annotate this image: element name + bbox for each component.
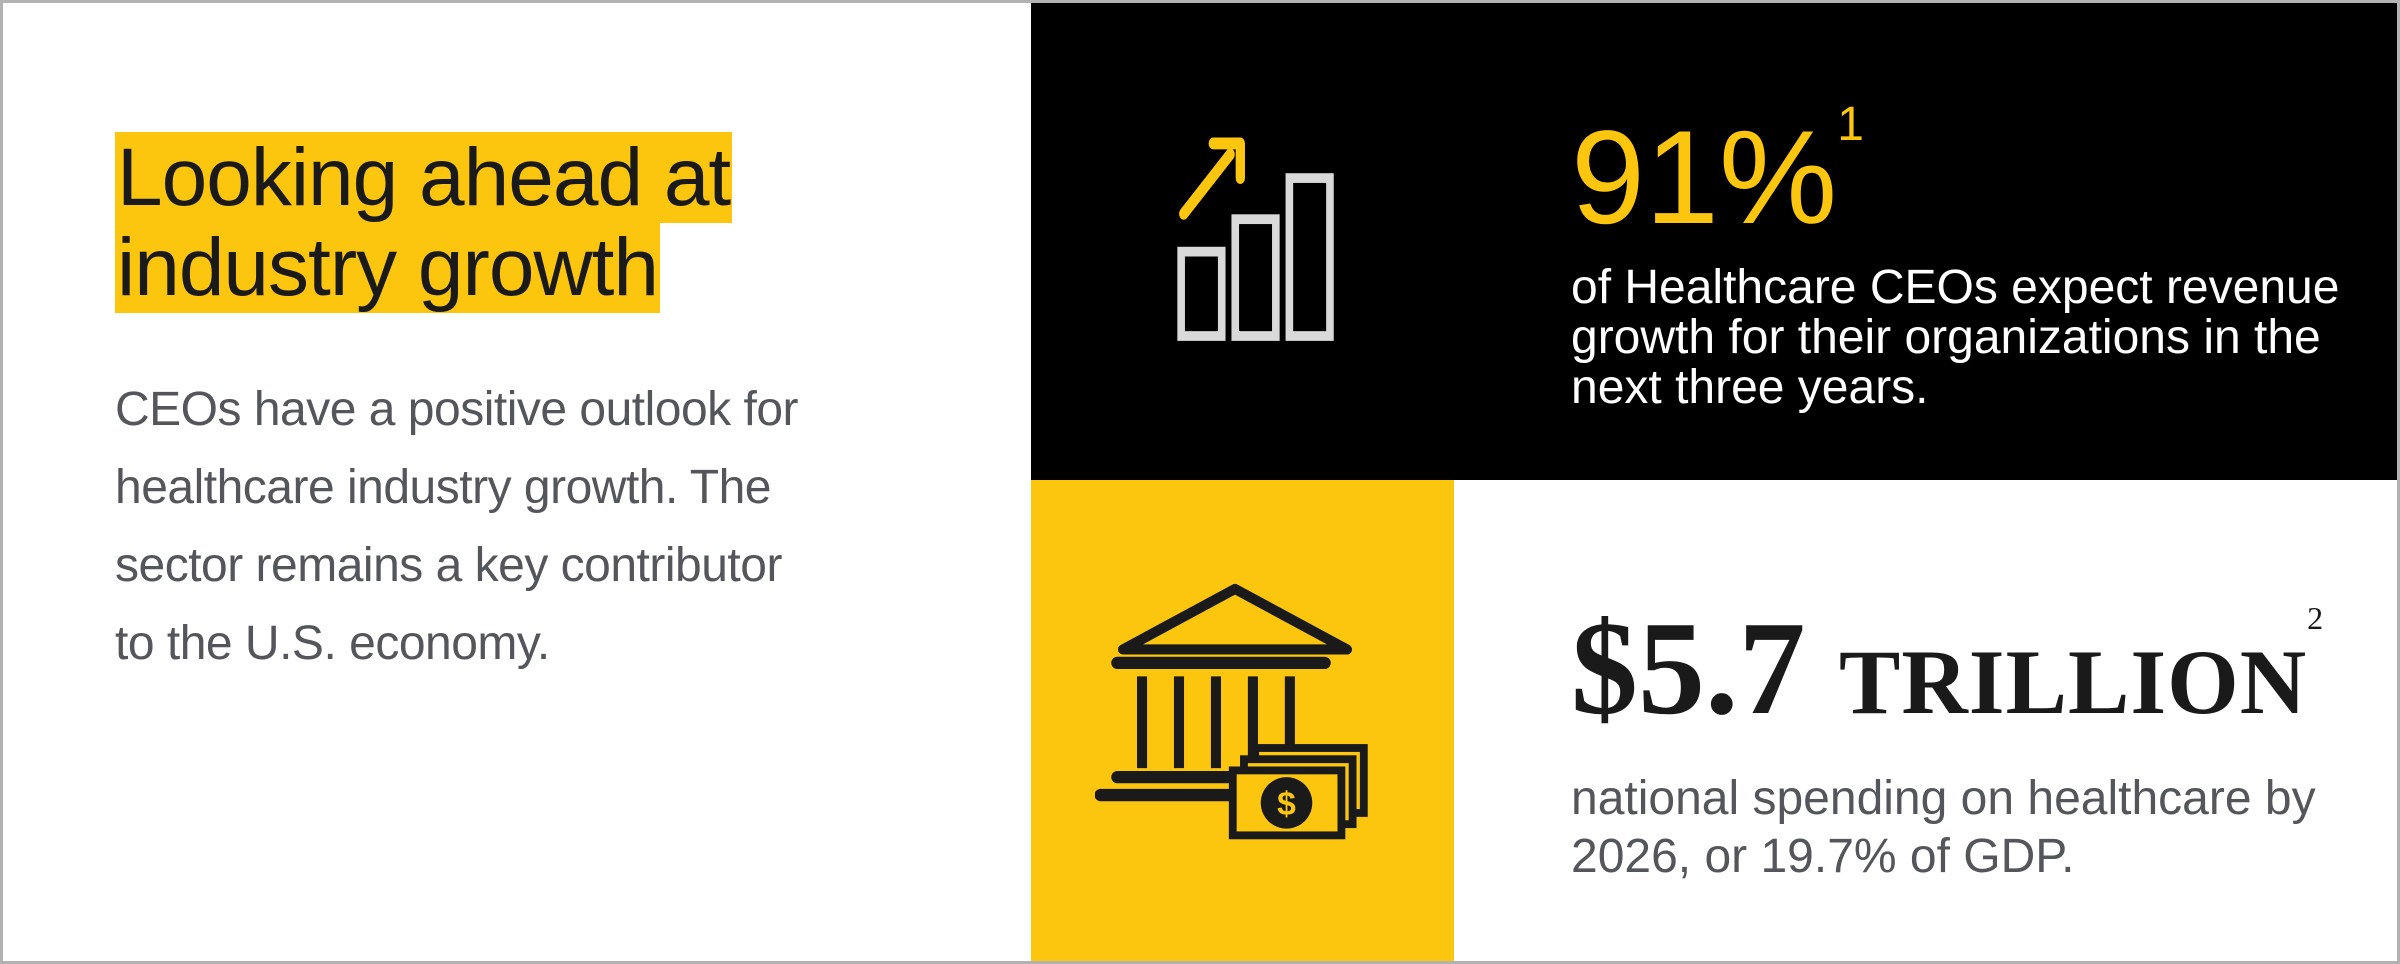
- svg-text:$: $: [1277, 786, 1296, 823]
